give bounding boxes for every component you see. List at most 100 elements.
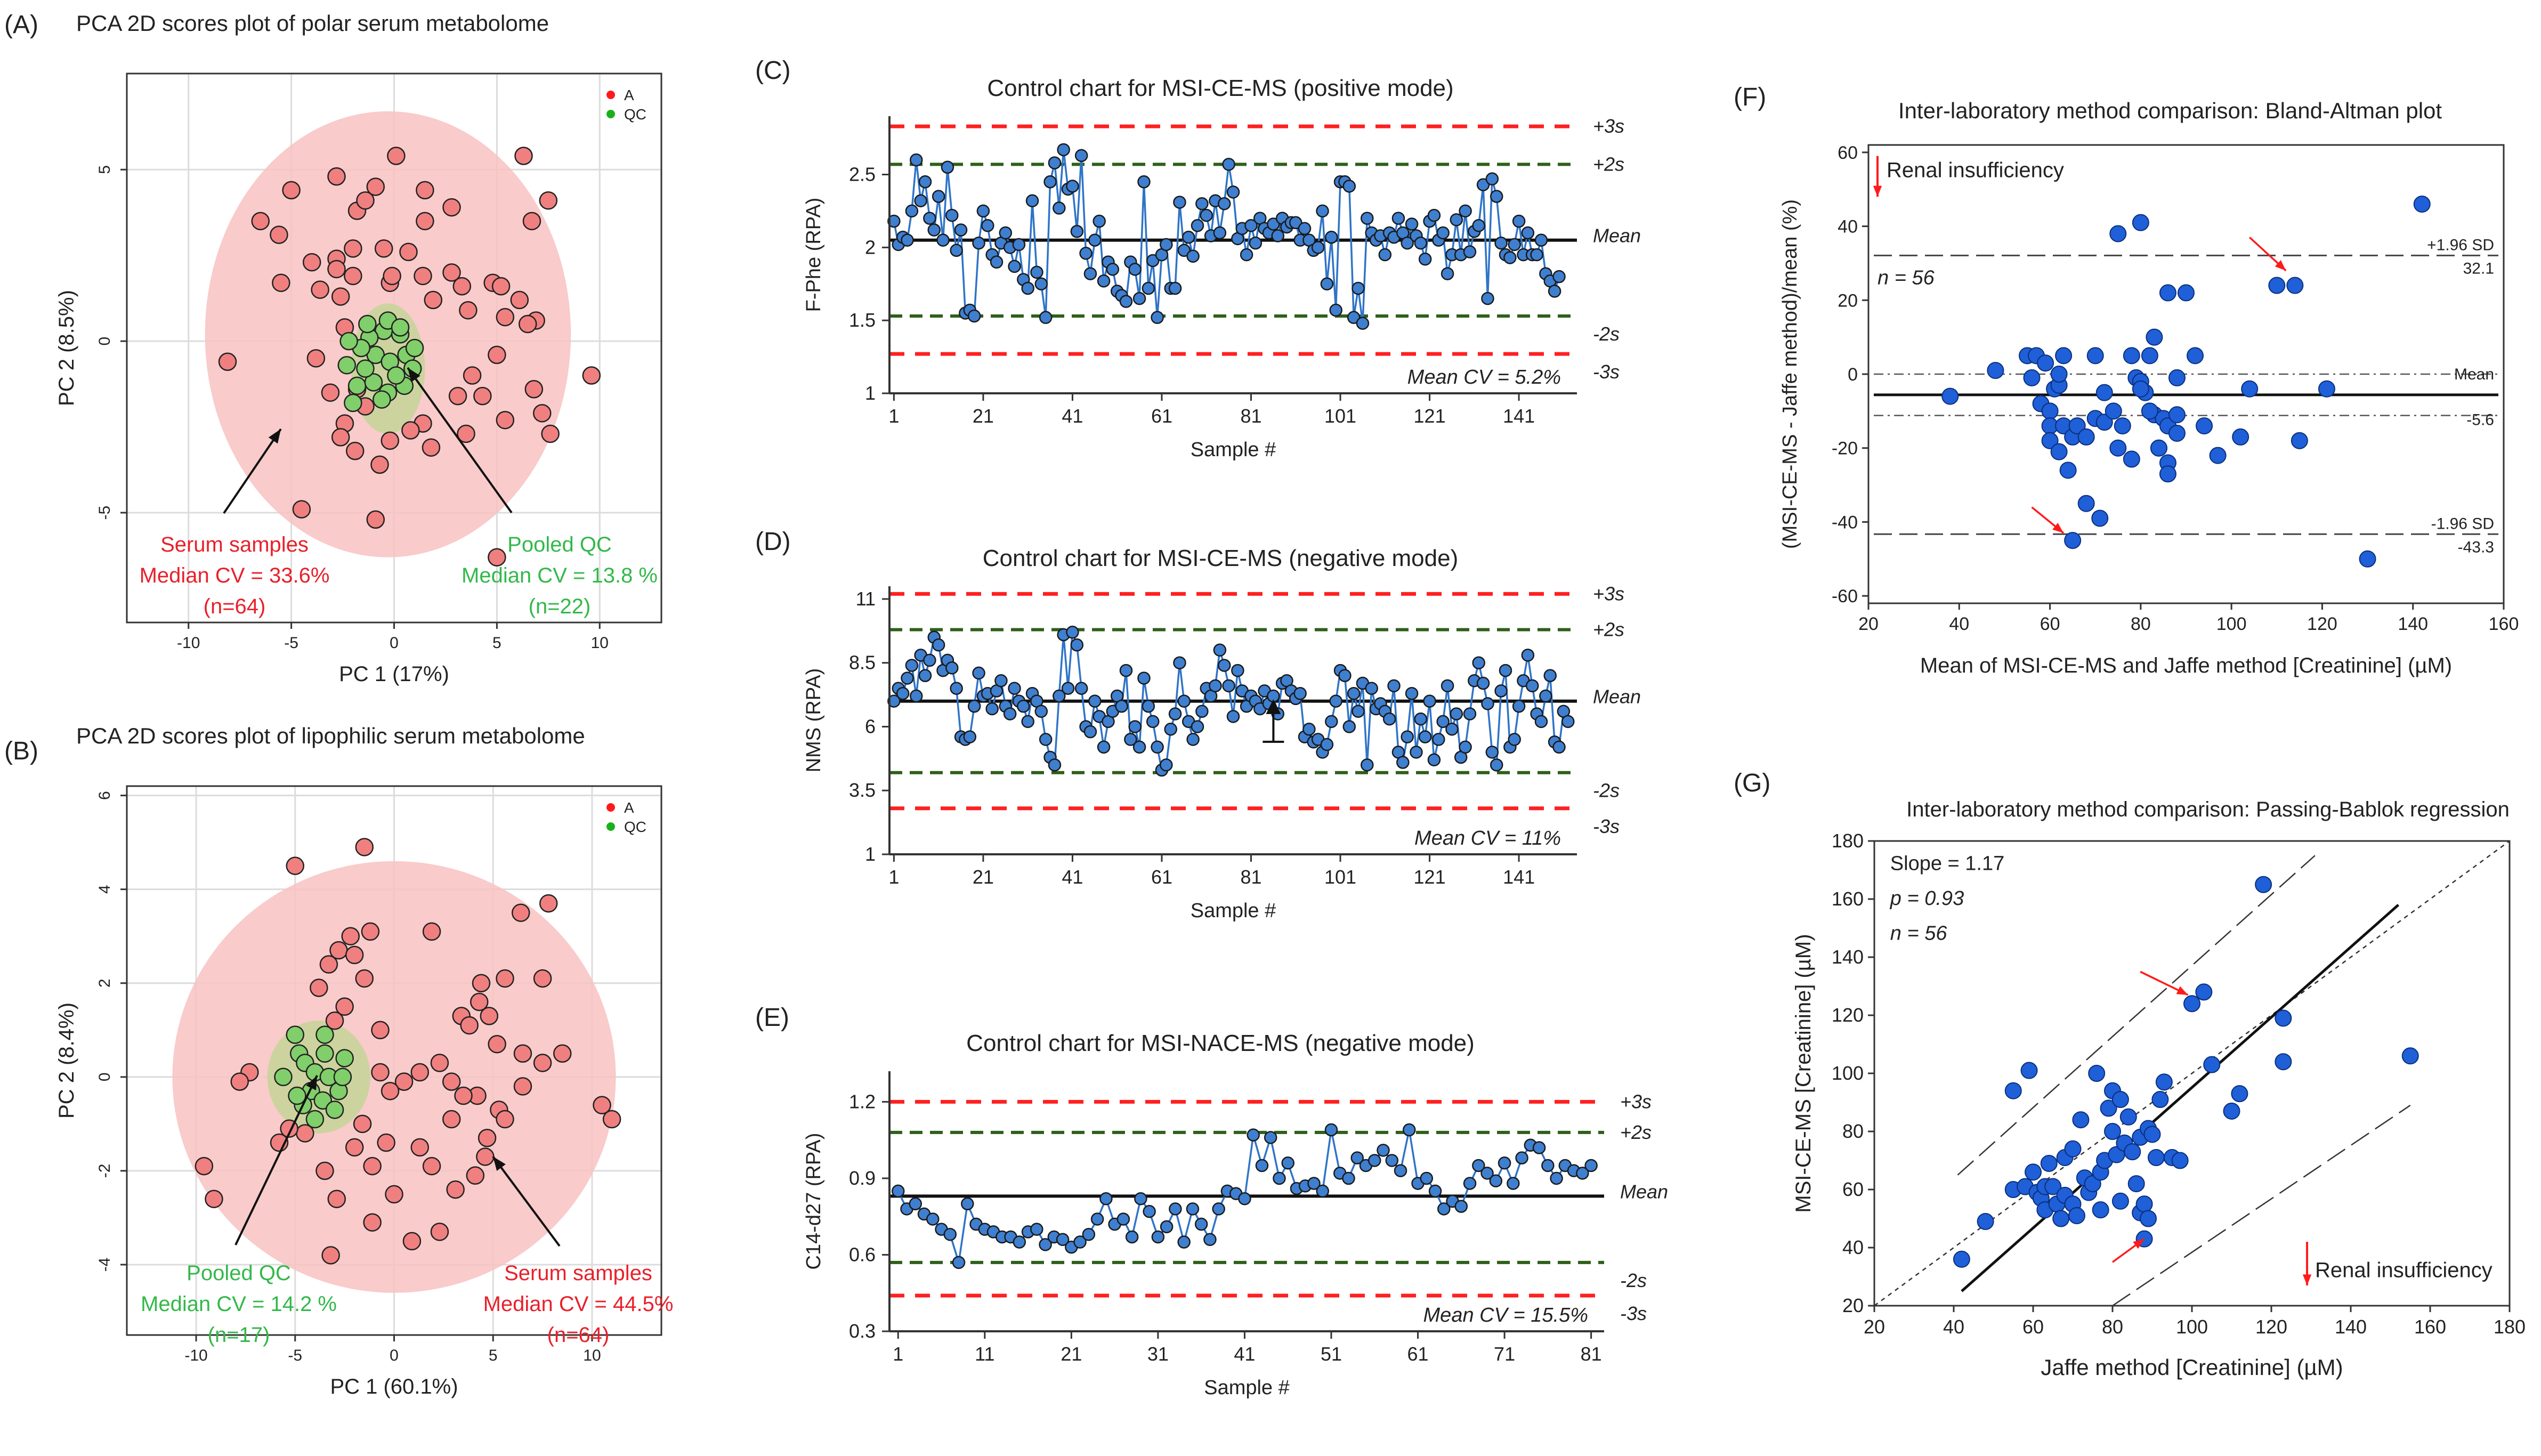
data-point [1338, 669, 1352, 682]
data-point [1034, 277, 1048, 290]
data-point [2044, 1178, 2062, 1195]
point-A [311, 280, 329, 299]
data-point [1352, 281, 1365, 295]
x-tick-label: 41 [1062, 405, 1083, 427]
serum-annotation: Median CV = 44.5% [483, 1292, 674, 1316]
data-point [1142, 281, 1155, 295]
data-point [2147, 1149, 2165, 1167]
data-point [1066, 625, 1079, 639]
point-A [399, 242, 418, 261]
limit-label-p3s: +3s [1593, 115, 1624, 137]
y-axis-label: F-Phe (RPA) [803, 198, 825, 312]
data-point [2055, 347, 2073, 365]
legend-label-QC: QC [624, 106, 646, 123]
y-tick-label: 0.6 [849, 1243, 876, 1265]
upper-ci-line [1957, 855, 2316, 1176]
point-A [422, 438, 441, 457]
point-A [539, 191, 558, 210]
data-point [1454, 1200, 1468, 1213]
data-point [1521, 226, 1535, 240]
data-point [1168, 281, 1182, 295]
x-tick-label: 10 [583, 1347, 601, 1364]
data-point [1472, 1159, 1485, 1172]
data-point [1342, 1171, 1355, 1185]
data-point [1525, 679, 1539, 693]
x-tick-label: 61 [1151, 405, 1172, 427]
data-point [1428, 1184, 1442, 1198]
data-point [1403, 1123, 1416, 1137]
point-QC [315, 1025, 334, 1044]
data-point [1552, 740, 1566, 754]
data-point [2178, 284, 2195, 302]
data-point [1222, 158, 1235, 171]
highlight-arrow-head [2176, 986, 2188, 995]
data-point [1316, 1184, 1329, 1198]
data-point [1097, 274, 1111, 288]
y-tick-label: 60 [1838, 143, 1858, 163]
data-point [1137, 175, 1151, 189]
x-tick-label: 1 [893, 1343, 903, 1365]
data-point [910, 689, 923, 703]
data-point [1083, 267, 1097, 280]
data-point [2359, 550, 2376, 568]
data-point [1534, 715, 1548, 729]
highlight-arrow-head [2052, 522, 2064, 533]
data-point [1481, 697, 1494, 710]
qc-annotation: (n=22) [529, 595, 591, 618]
y-axis-label: MSI-CE-MS [Creatinine] (µM) [1792, 934, 1815, 1212]
data-point [2092, 1201, 2109, 1219]
data-point [1213, 643, 1227, 657]
chart-B: -10 -5 0 5 10 -4 -2 0 2 4 6 PCA 2D scores plot of l… [55, 723, 673, 1398]
data-point [1003, 707, 1017, 721]
x-tick-label: 60 [2022, 1316, 2044, 1338]
data-point [905, 659, 919, 672]
point-A [371, 1021, 390, 1040]
slope-label: Slope = 1.17 [1890, 853, 2004, 875]
data-point [1048, 758, 1062, 772]
data-point [1420, 1171, 1434, 1185]
point-A [446, 1180, 465, 1199]
data-point [2077, 428, 2095, 446]
data-point [2105, 402, 2122, 420]
data-point [1541, 1159, 1555, 1172]
data-point [2159, 284, 2176, 302]
data-point [1515, 1151, 1528, 1164]
limit-label-m2s: -2s [1593, 780, 1620, 802]
renal-label: Renal insufficiency [1887, 159, 2064, 182]
data-point [2109, 439, 2127, 457]
arrow-qc-head [306, 1075, 317, 1090]
y-tick-label: 80 [1842, 1120, 1864, 1142]
chart-title: PCA 2D scores plot of lipophilic serum m… [76, 723, 585, 748]
data-point [2086, 347, 2104, 365]
data-point [1194, 1217, 1208, 1231]
x-tick-label: 101 [1324, 866, 1356, 888]
data-point [2232, 428, 2249, 446]
y-tick-label: 120 [1832, 1004, 1864, 1026]
data-point [1347, 686, 1361, 700]
data-point [2168, 424, 2186, 442]
point-A [353, 1114, 372, 1134]
data-point [1584, 1159, 1598, 1172]
data-point [2413, 195, 2431, 213]
y-tick-label: 0 [1848, 365, 1858, 385]
data-point [1249, 236, 1263, 250]
point-A [442, 263, 461, 282]
x-tick-label: 141 [1503, 866, 1535, 888]
data-point [1450, 707, 1463, 721]
point-A [345, 441, 365, 460]
mean-cv-note: Mean CV = 15.5% [1423, 1304, 1588, 1326]
data-point [1382, 712, 1396, 726]
point-A [448, 386, 467, 406]
y-tick-label: 0 [96, 1072, 114, 1081]
point-QC [333, 1067, 352, 1087]
data-point [1195, 705, 1209, 718]
point-A [381, 1081, 400, 1101]
point-A [470, 992, 489, 1012]
data-point [1039, 733, 1053, 746]
point-A [460, 1016, 479, 1035]
x-tick-label: 140 [2398, 614, 2428, 634]
data-point [1293, 686, 1307, 700]
data-point [2268, 277, 2286, 294]
x-tick-label: -5 [284, 634, 298, 652]
limit-label-mean: Mean [1593, 225, 1641, 247]
